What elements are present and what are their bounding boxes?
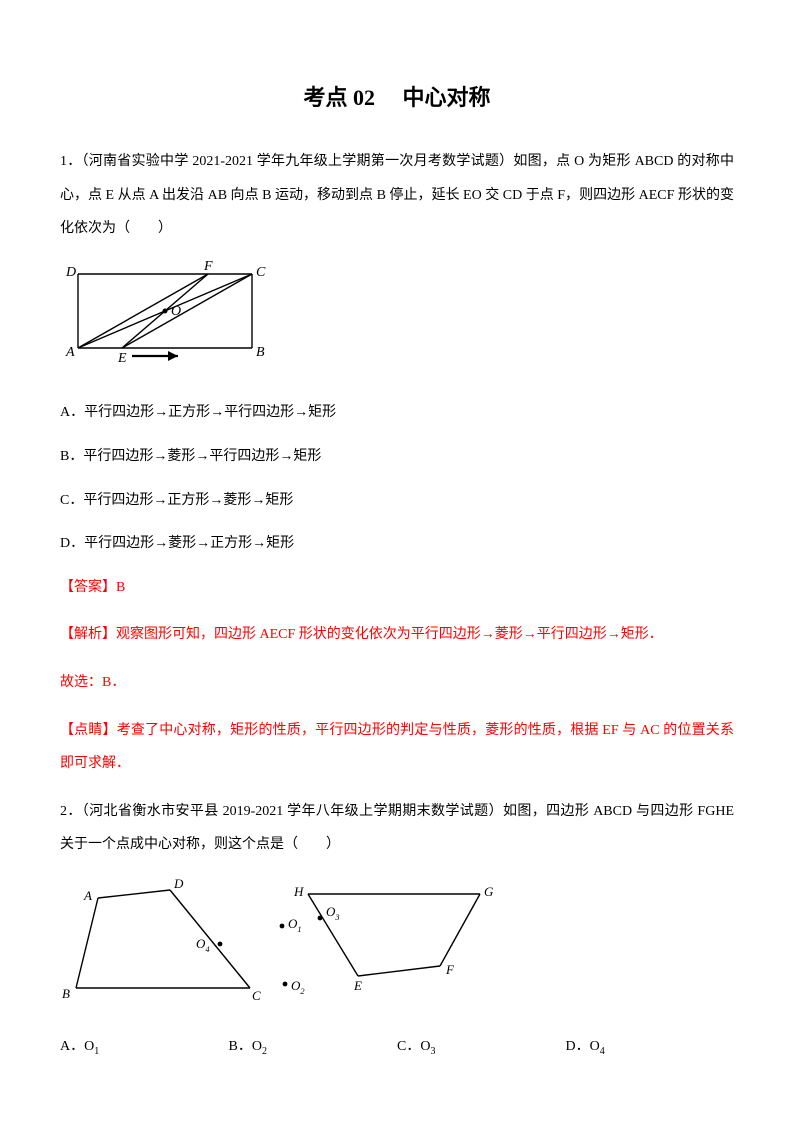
q1-option-d: D．平行四边形→菱形→正方形→矩形 bbox=[60, 527, 734, 561]
svg-text:F: F bbox=[445, 962, 455, 977]
q1-figure: D C A B E F O bbox=[60, 260, 734, 378]
svg-text:E: E bbox=[117, 351, 127, 366]
svg-text:O2: O2 bbox=[291, 978, 305, 996]
q1-conclude: 故选：B． bbox=[60, 666, 734, 700]
q1-explain: 【解析】观察图形可知，四边形 AECF 形状的变化依次为平行四边形→菱形→平行四… bbox=[60, 618, 734, 652]
q1-stem: 1．（河南省实验中学 2021-2021 学年九年级上学期第一次月考数学试题）如… bbox=[60, 145, 734, 246]
svg-text:H: H bbox=[293, 884, 304, 899]
svg-text:O: O bbox=[171, 304, 181, 319]
q1-point: 【点睛】考查了中心对称，矩形的性质，平行四边形的判定与性质，菱形的性质，根据 E… bbox=[60, 714, 734, 781]
page-title: 考点 02 中心对称 bbox=[60, 80, 734, 115]
q1-option-a: A．平行四边形→正方形→平行四边形→矩形 bbox=[60, 396, 734, 430]
svg-text:D: D bbox=[65, 265, 76, 280]
svg-text:G: G bbox=[484, 884, 494, 899]
svg-text:F: F bbox=[203, 260, 213, 274]
q2-option-a: A．O1 bbox=[60, 1032, 229, 1063]
q1-answer: 【答案】B bbox=[60, 571, 734, 605]
svg-text:E: E bbox=[353, 978, 362, 993]
svg-text:C: C bbox=[252, 988, 261, 1003]
svg-text:O4: O4 bbox=[196, 936, 210, 954]
svg-text:B: B bbox=[256, 345, 265, 360]
svg-text:B: B bbox=[62, 986, 70, 1001]
svg-text:A: A bbox=[65, 345, 75, 360]
q2-stem: 2．（河北省衡水市安平县 2019-2021 学年八年级上学期期末数学试题）如图… bbox=[60, 795, 734, 862]
q2-option-b: B．O2 bbox=[229, 1032, 398, 1063]
svg-text:D: D bbox=[173, 876, 184, 891]
q1-option-b: B．平行四边形→菱形→平行四边形→矩形 bbox=[60, 440, 734, 474]
svg-text:C: C bbox=[256, 265, 266, 280]
q2-figure: A D B C H G E F O1 O2 O3 O4 bbox=[60, 876, 734, 1014]
q2-options: A．O1 B．O2 C．O3 D．O4 bbox=[60, 1032, 734, 1063]
svg-text:O1: O1 bbox=[288, 916, 302, 934]
q2-option-c: C．O3 bbox=[397, 1032, 566, 1063]
svg-text:A: A bbox=[83, 888, 92, 903]
q1-option-c: C．平行四边形→正方形→菱形→矩形 bbox=[60, 484, 734, 518]
svg-text:O3: O3 bbox=[326, 904, 340, 922]
q2-option-d: D．O4 bbox=[566, 1032, 735, 1063]
